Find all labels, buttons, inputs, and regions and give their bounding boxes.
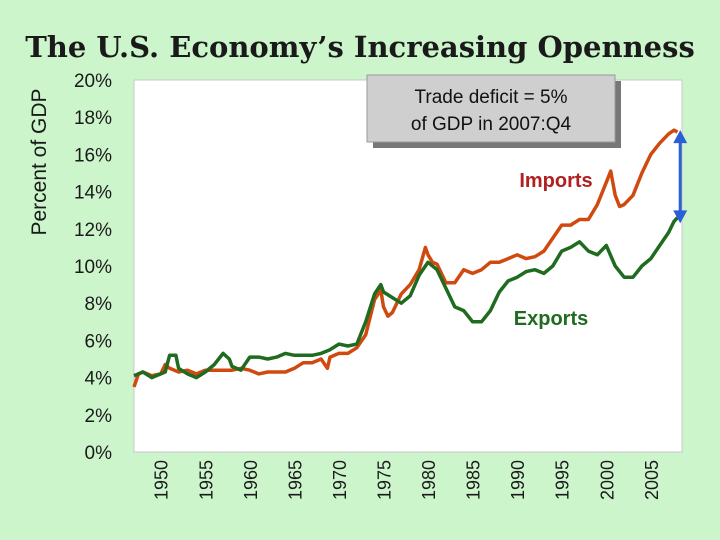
y-tick-label: 18% (74, 108, 112, 129)
series-line-imports (132, 128, 679, 388)
x-tick-label: 1950 (152, 460, 172, 500)
trade-deficit-callout: Trade deficit = 5% of GDP in 2007:Q4 (366, 74, 621, 148)
y-tick-label: 8% (85, 294, 113, 315)
series-line-exports (133, 216, 679, 380)
y-tick-label: 6% (85, 331, 113, 352)
callout-line-2: of GDP in 2007:Q4 (411, 114, 572, 135)
chart-title: The U.S. Economy’s Increasing Openness (25, 30, 695, 64)
x-tick-label: 2005 (642, 460, 662, 500)
y-tick-label: 14% (74, 183, 112, 204)
x-tick-label: 1975 (374, 460, 394, 500)
y-tick-label: 12% (74, 220, 112, 241)
imports-label: Imports (519, 170, 592, 192)
x-tick-label: 1970 (330, 460, 350, 500)
x-tick-label: 1995 (553, 460, 573, 500)
x-tick-label: 1990 (508, 460, 528, 500)
x-tick-label: 1980 (419, 460, 439, 500)
deficit-gap-arrowhead-top (673, 130, 688, 144)
y-tick-label: 16% (74, 145, 112, 166)
exports-label: Exports (514, 308, 588, 330)
x-axis-ticks: 1950 1955 1960 1965 1970 1975 1980 1985 1990 1995… (152, 460, 662, 500)
y-axis-ticks: 0% 2% 4% 6% 8% 10% 12% 14% 16% 18% 20% (74, 71, 112, 464)
series-layer (132, 128, 679, 388)
y-tick-label: 10% (74, 257, 112, 278)
y-tick-label: 4% (85, 369, 113, 390)
x-tick-label: 2000 (597, 460, 617, 500)
callout-line-1: Trade deficit = 5% (415, 87, 568, 108)
y-axis-label: Percent of GDP (28, 88, 51, 235)
y-tick-label: 0% (85, 443, 113, 464)
x-tick-label: 1955 (196, 460, 216, 500)
callout-box (366, 74, 616, 143)
deficit-gap-arrowhead-bottom (673, 210, 688, 224)
x-tick-label: 1965 (285, 460, 305, 500)
x-tick-label: 1985 (464, 460, 484, 500)
y-tick-label: 2% (85, 406, 113, 427)
y-tick-label: 20% (74, 71, 112, 92)
x-tick-label: 1960 (241, 460, 261, 500)
